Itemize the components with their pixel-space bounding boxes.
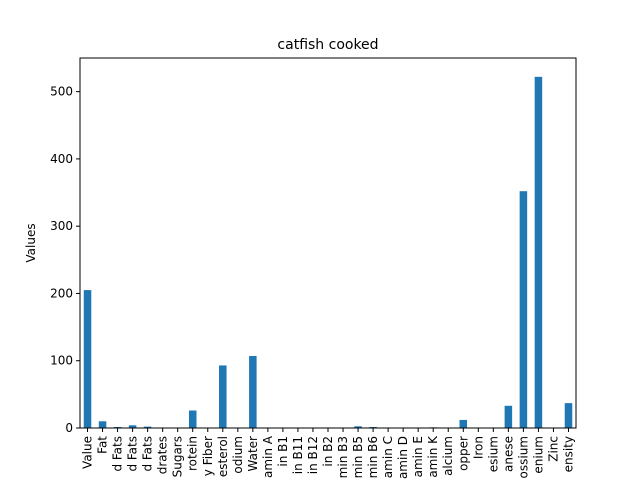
bar bbox=[128, 425, 137, 428]
bar bbox=[369, 426, 377, 428]
x-tick-label: Water bbox=[246, 436, 260, 472]
x-tick-label: amin A bbox=[261, 435, 275, 478]
x-tick-label: amin K bbox=[426, 435, 440, 478]
y-tick-label: 200 bbox=[50, 286, 73, 300]
y-tick-label: 0 bbox=[65, 421, 73, 435]
bar bbox=[519, 191, 528, 428]
x-tick-label: odium bbox=[231, 436, 245, 474]
bar bbox=[143, 426, 152, 428]
x-tick-label: alcium bbox=[441, 436, 455, 476]
x-tick-label: opper bbox=[456, 436, 470, 471]
bar bbox=[504, 405, 513, 428]
x-tick-label: d Fats bbox=[111, 436, 125, 472]
x-tick-label: Value bbox=[81, 436, 95, 469]
x-tick-label: d Fats bbox=[126, 436, 140, 472]
x-tick-label: Sugars bbox=[171, 436, 185, 477]
x-tick-label: anese bbox=[501, 436, 515, 472]
x-tick-label: in B1 bbox=[276, 436, 290, 467]
y-axis-label: Values bbox=[24, 223, 38, 262]
bar bbox=[83, 290, 92, 428]
x-tick-label: esium bbox=[486, 436, 500, 472]
x-tick-label: amin D bbox=[396, 436, 410, 479]
bars-group bbox=[83, 76, 573, 428]
x-tick-label: drates bbox=[156, 436, 170, 474]
y-tick-label: 500 bbox=[50, 85, 73, 99]
x-tick-label: amin E bbox=[411, 436, 425, 477]
x-tick-label: rotein bbox=[186, 436, 200, 471]
x-tick-label: enium bbox=[531, 436, 545, 474]
x-tick-label: amin C bbox=[381, 436, 395, 478]
x-tick-label: in B2 bbox=[321, 436, 335, 467]
x-tick-label: ensity bbox=[561, 436, 575, 472]
x-tick-label: in B12 bbox=[306, 436, 320, 474]
y-tick-label: 400 bbox=[50, 152, 73, 166]
plot-frame bbox=[79, 57, 577, 429]
bar bbox=[113, 426, 122, 428]
y-axis-ticks: 0 100 200 300 400 500 bbox=[50, 85, 80, 435]
x-axis-ticks: Value Fat d Fats d Fats d Fats drates Sugars ro… bbox=[81, 428, 575, 479]
x-tick-label: in B11 bbox=[291, 436, 305, 474]
x-tick-label: Fat bbox=[96, 436, 110, 454]
x-tick-label: Iron bbox=[471, 436, 485, 459]
chart-title: catfish cooked bbox=[277, 37, 378, 53]
x-tick-label: Zinc bbox=[546, 436, 560, 462]
x-tick-label: min B6 bbox=[366, 436, 380, 478]
x-tick-label: ossium bbox=[516, 436, 530, 478]
x-tick-label: d Fats bbox=[141, 436, 155, 472]
bar bbox=[564, 403, 573, 428]
x-tick-label: min B5 bbox=[351, 436, 365, 478]
bar bbox=[98, 421, 107, 428]
x-tick-label: esterol bbox=[216, 436, 230, 477]
bar bbox=[459, 419, 468, 428]
bar bbox=[249, 356, 257, 428]
bar bbox=[188, 410, 197, 428]
y-tick-label: 100 bbox=[50, 354, 73, 368]
bar bbox=[534, 76, 543, 428]
bar bbox=[219, 365, 227, 428]
y-tick-label: 300 bbox=[50, 219, 73, 233]
x-tick-label: y Fiber bbox=[201, 436, 215, 476]
bar bbox=[354, 426, 362, 428]
x-tick-label: min B3 bbox=[336, 436, 350, 478]
